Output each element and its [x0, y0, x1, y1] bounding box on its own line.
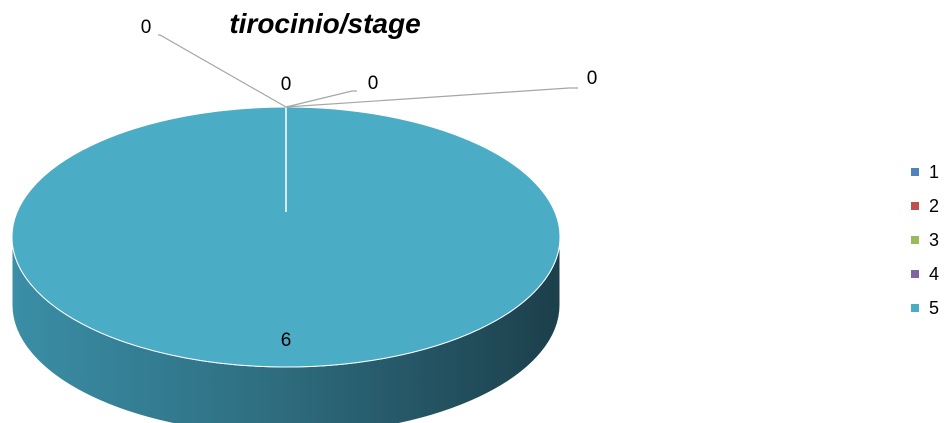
- legend: 1 2 3 4 5: [911, 162, 939, 318]
- chart-title: tirocinio/stage: [229, 8, 420, 39]
- leader-line-4: [285, 87, 578, 108]
- legend-swatch-4: [911, 270, 919, 278]
- data-label-slice-5: 6: [281, 330, 292, 351]
- leader-line-3: [285, 90, 357, 108]
- legend-swatch-5: [911, 304, 919, 312]
- legend-swatch-1: [911, 168, 919, 176]
- legend-swatch-3: [911, 236, 919, 244]
- pie-body: [11, 106, 561, 423]
- data-label-slice-4: 0: [587, 68, 598, 89]
- legend-label-3: 3: [929, 230, 939, 250]
- data-label-slice-1: 0: [141, 17, 152, 38]
- legend-label-2: 2: [929, 196, 939, 216]
- legend-label-5: 5: [929, 298, 939, 318]
- data-label-slice-2: 0: [281, 74, 292, 95]
- leader-line-1: [158, 34, 287, 108]
- legend-swatch-2: [911, 202, 919, 210]
- legend-label-4: 4: [929, 264, 939, 284]
- leader-lines: [158, 34, 578, 108]
- data-labels: 0 0 0 0 6: [141, 17, 598, 351]
- legend-label-1: 1: [929, 162, 939, 182]
- data-label-slice-3: 0: [368, 73, 379, 94]
